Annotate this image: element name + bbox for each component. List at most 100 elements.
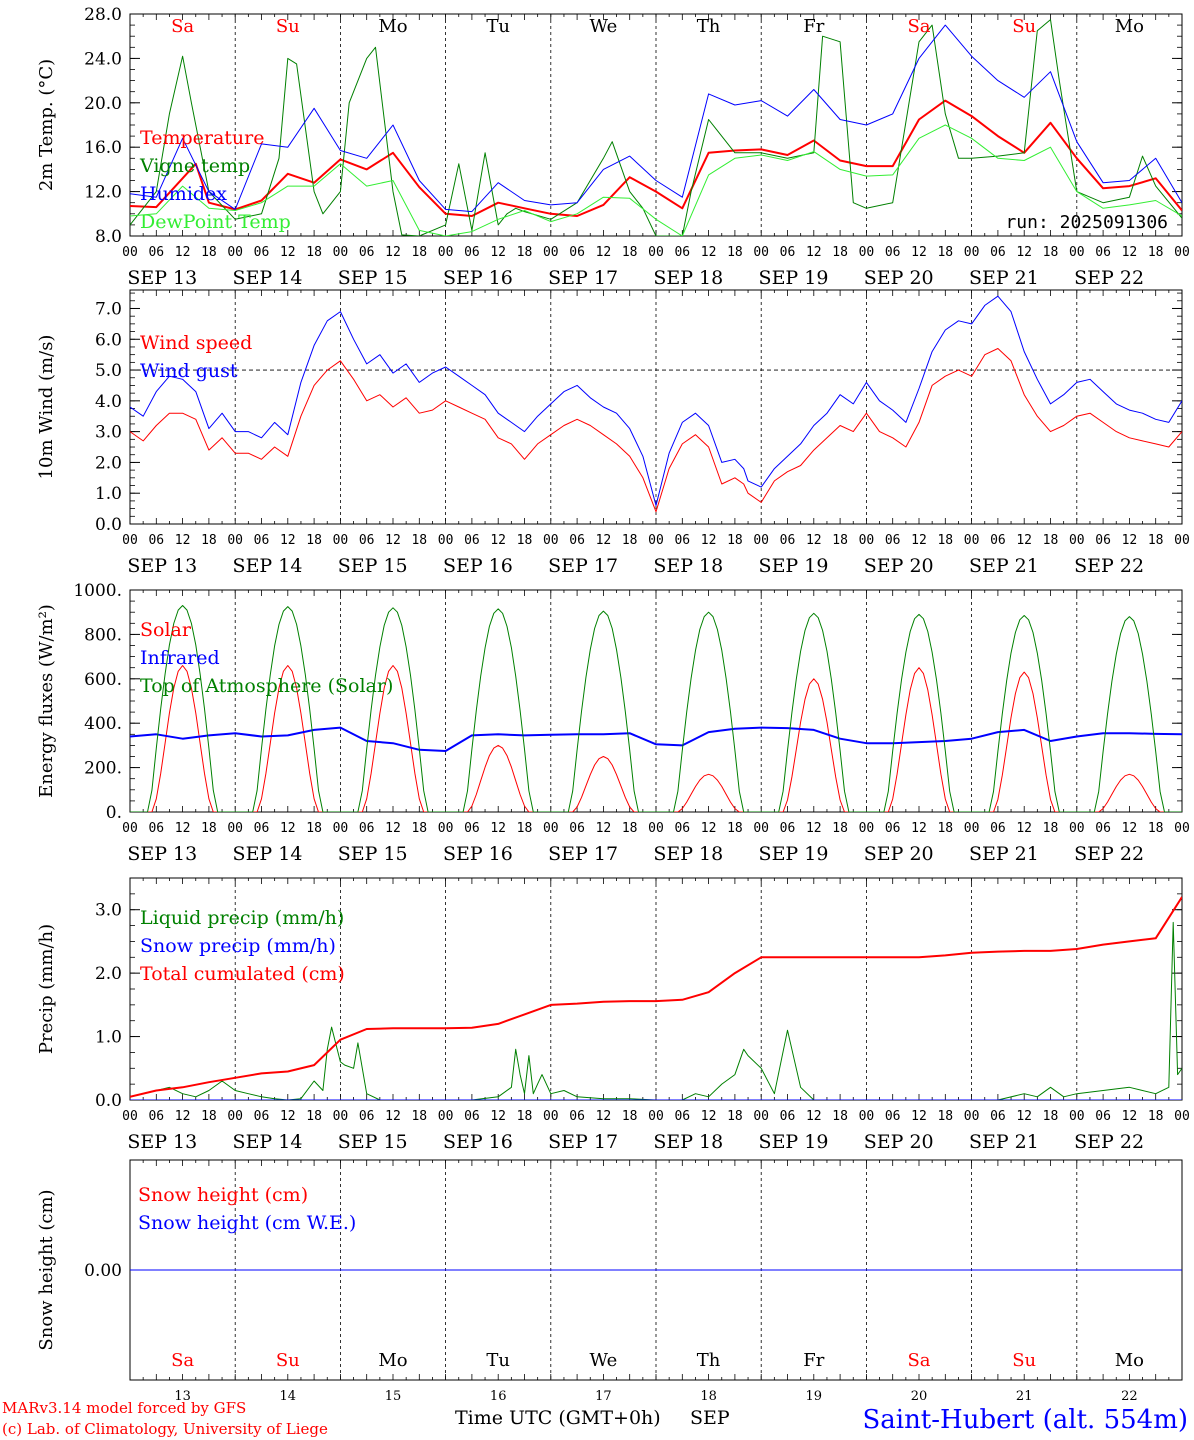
hour-tick-label: 18: [622, 821, 638, 836]
hour-tick-label: 18: [517, 821, 533, 836]
date-label: SEP 18: [653, 267, 723, 289]
series-line-solar: [130, 665, 1182, 812]
y-tick-label: 8.0: [95, 227, 122, 247]
hour-tick-label: 06: [148, 821, 164, 836]
hour-tick-label: 12: [280, 245, 296, 260]
date-label: SEP 18: [653, 1131, 723, 1153]
hour-tick-label: 06: [1095, 533, 1111, 548]
hour-tick-label: 06: [674, 245, 690, 260]
hour-tick-label: 18: [937, 533, 953, 548]
panel-precip: 0.0 1.0 2.0 3.0 Precip (mm/h) Liquid precip (…: [36, 877, 1190, 1153]
hour-tick-label: 12: [1122, 1109, 1138, 1124]
legend-entry: Wind gust: [140, 360, 238, 382]
day-of-week-label: We: [590, 1350, 618, 1371]
hour-tick-label: 00: [1069, 821, 1085, 836]
hour-tick-label: 12: [701, 245, 717, 260]
hour-tick-label: 00: [1174, 821, 1190, 836]
hour-tick-label: 12: [385, 1109, 401, 1124]
model-credit: MARv3.14 model forced by GFS: [2, 1399, 246, 1417]
station-name: Saint-Hubert (alt. 554m): [862, 1405, 1188, 1435]
day-number-label: 22: [1121, 1389, 1138, 1404]
hour-tick-label: 06: [254, 533, 270, 548]
hour-tick-label: 00: [122, 245, 138, 260]
legend-entry: Total cumulated (cm): [140, 963, 345, 985]
hour-tick-label: 00: [753, 821, 769, 836]
y-tick-label: 0.00: [84, 1261, 122, 1281]
legend-entry: Humidex: [140, 183, 227, 205]
legend-entry: Temperature: [140, 127, 264, 149]
y-tick-label: 4.0: [95, 392, 122, 412]
legend-entry: Snow height (cm): [138, 1184, 308, 1206]
hour-tick-label: 12: [385, 533, 401, 548]
y-tick-label: 20.0: [84, 94, 122, 114]
hour-tick-label: 00: [438, 1109, 454, 1124]
date-label: SEP 17: [548, 843, 618, 865]
series-line-infrared: [130, 726, 1182, 752]
day-of-week-label: Th: [697, 1350, 721, 1371]
hour-tick-label: 12: [385, 245, 401, 260]
date-label: SEP 16: [443, 555, 513, 577]
hour-tick-label: 00: [648, 821, 664, 836]
hour-tick-label: 18: [622, 533, 638, 548]
hour-tick-label: 00: [859, 821, 875, 836]
hour-tick-label: 12: [596, 821, 612, 836]
legend-entry: Liquid precip (mm/h): [140, 907, 344, 929]
series-line-humidex: [130, 24, 1182, 213]
hour-tick-label: 06: [359, 245, 375, 260]
hour-tick-label: 06: [885, 245, 901, 260]
hour-tick-label: 06: [254, 821, 270, 836]
hour-tick-label: 00: [543, 533, 559, 548]
y-axis-label: Energy fluxes (W/m²): [36, 604, 57, 798]
hour-tick-label: 18: [832, 245, 848, 260]
hour-tick-label: 12: [490, 821, 506, 836]
hour-tick-label: 00: [227, 821, 243, 836]
copyright-credit: (c) Lab. of Climatology, University of L…: [2, 1420, 328, 1438]
hour-tick-label: 00: [964, 245, 980, 260]
y-tick-label: 7.0: [95, 299, 122, 319]
hour-tick-label: 00: [859, 533, 875, 548]
y-tick-label: 200.: [84, 759, 122, 779]
y-tick-label: 0.: [106, 803, 122, 823]
hour-tick-label: 18: [727, 821, 743, 836]
date-label: SEP 15: [338, 267, 408, 289]
date-label: SEP 13: [127, 843, 197, 865]
day-number-label: 16: [490, 1389, 507, 1404]
date-label: SEP 22: [1074, 1131, 1144, 1153]
hour-tick-label: 18: [201, 1109, 217, 1124]
y-tick-label: 12.0: [84, 183, 122, 203]
hour-tick-label: 06: [885, 1109, 901, 1124]
date-label: SEP 15: [338, 1131, 408, 1153]
series-line-vigne-temp: [130, 19, 1182, 236]
day-of-week-label: Su: [1012, 16, 1036, 37]
hour-tick-label: 12: [280, 1109, 296, 1124]
date-label: SEP 14: [233, 267, 303, 289]
hour-tick-label: 06: [464, 821, 480, 836]
hour-tick-label: 12: [596, 245, 612, 260]
legend-entry: Solar: [140, 619, 192, 641]
hour-tick-label: 18: [411, 1109, 427, 1124]
legend-entry: Infrared: [140, 647, 220, 669]
legend-entry: Top of Atmosphere (Solar): [140, 675, 393, 697]
hour-tick-label: 00: [122, 821, 138, 836]
hour-tick-label: 18: [622, 245, 638, 260]
day-of-week-label: Su: [1012, 1350, 1036, 1371]
hour-tick-label: 12: [1016, 821, 1032, 836]
hour-tick-label: 12: [175, 821, 191, 836]
hour-tick-label: 18: [306, 533, 322, 548]
date-label: SEP 13: [127, 267, 197, 289]
hour-tick-label: 18: [1148, 821, 1164, 836]
hour-tick-label: 18: [937, 821, 953, 836]
hour-tick-label: 06: [569, 1109, 585, 1124]
hour-tick-label: 00: [859, 245, 875, 260]
hour-tick-label: 00: [1174, 1109, 1190, 1124]
hour-tick-label: 00: [1174, 245, 1190, 260]
hour-tick-label: 12: [175, 533, 191, 548]
hour-tick-label: 12: [175, 245, 191, 260]
day-of-week-label: Fr: [803, 1350, 824, 1371]
day-number-label: 15: [385, 1389, 402, 1404]
hour-tick-label: 06: [569, 533, 585, 548]
day-number-label: 21: [1016, 1389, 1033, 1404]
hour-tick-label: 00: [543, 821, 559, 836]
hour-tick-label: 18: [1148, 533, 1164, 548]
hour-tick-label: 12: [596, 1109, 612, 1124]
